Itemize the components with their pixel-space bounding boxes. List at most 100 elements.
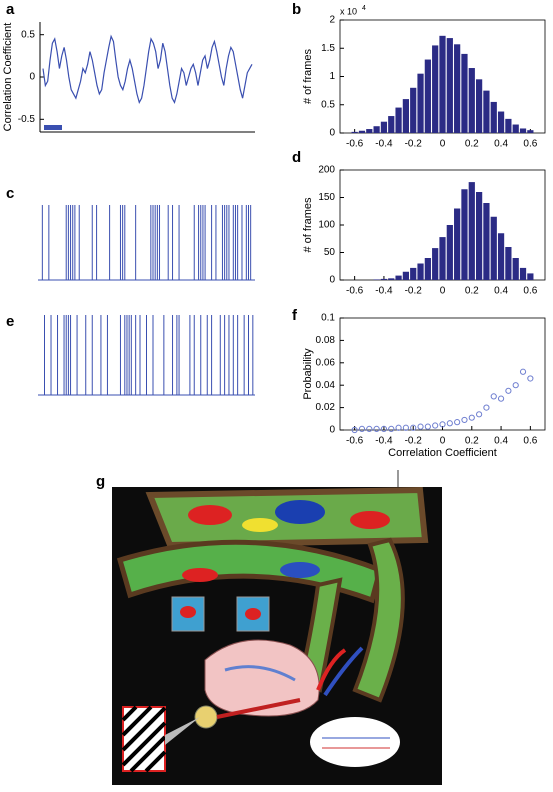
x-tick-label: 0.2 (465, 139, 479, 150)
bar (483, 90, 490, 133)
bar (424, 59, 431, 133)
panel-label: c (6, 185, 14, 202)
y-tick-label: 200 (318, 165, 335, 176)
x-axis-label: Correlation Coefficient (388, 447, 497, 459)
x-tick-label: 0 (440, 139, 446, 150)
plot-frame (339, 317, 546, 431)
marker (476, 411, 483, 418)
y-tick-label: 100 (318, 220, 335, 231)
y-tick-label: 0.06 (316, 357, 336, 368)
x-tick-label: 0.4 (494, 139, 508, 150)
x-tick-label: 0.6 (523, 286, 537, 297)
bar (446, 225, 453, 280)
marker (490, 393, 497, 400)
bar (373, 126, 380, 133)
marker (351, 426, 358, 434)
bar (527, 273, 534, 280)
y-tick-label: 0.1 (321, 313, 335, 324)
x-tick-label: 0.2 (465, 286, 479, 297)
bar (395, 107, 402, 133)
bar (380, 121, 388, 133)
y-tick-label: 0 (329, 128, 335, 139)
marker (454, 419, 461, 426)
x-tick-label: -0.6 (346, 436, 364, 447)
y-multiplier-exponent: 4 (362, 5, 366, 12)
x-tick-label: -0.6 (346, 139, 364, 150)
bar (432, 248, 439, 280)
bar (402, 99, 410, 133)
marker (512, 382, 519, 389)
marker (373, 425, 380, 432)
bar (388, 278, 395, 280)
marker (402, 424, 409, 431)
bar (490, 101, 497, 133)
bar (497, 111, 505, 133)
x-tick-label: 0 (440, 286, 446, 297)
y-tick-label: 0.08 (316, 335, 336, 346)
marker (424, 423, 431, 430)
x-tick-label: 0 (440, 436, 446, 447)
bar (424, 258, 431, 280)
x-tick-label: 0.2 (465, 436, 479, 447)
y-tick-label: -0.5 (18, 114, 36, 125)
x-tick-label: 0.4 (494, 436, 508, 447)
scale-bar (44, 125, 62, 130)
bar (475, 192, 483, 280)
x-tick-label: 0.6 (523, 139, 537, 150)
marker (417, 423, 424, 430)
bar (468, 182, 475, 280)
marker (358, 425, 366, 432)
y-tick-label: 0 (329, 275, 335, 286)
bar (380, 278, 388, 280)
y-multiplier: x 10 (340, 6, 357, 16)
panel-label: f (292, 307, 298, 324)
marker (505, 387, 512, 394)
bar (519, 267, 527, 280)
y-tick-label: 1.5 (321, 43, 335, 54)
bar (512, 258, 519, 280)
marker (446, 420, 453, 427)
bar (402, 271, 410, 280)
marker (388, 425, 395, 432)
marker (395, 424, 402, 431)
marker (468, 414, 475, 421)
bar (505, 247, 512, 280)
x-tick-label: -0.2 (405, 436, 423, 447)
bar (512, 124, 519, 133)
y-tick-label: 0.02 (316, 402, 336, 413)
marker (483, 404, 490, 411)
panel-label: e (6, 313, 14, 330)
bar (497, 233, 505, 280)
bar (439, 35, 446, 133)
marker (380, 425, 388, 432)
marker (410, 424, 417, 431)
y-tick-label: 50 (324, 247, 336, 258)
bar (358, 130, 366, 133)
bar (483, 203, 490, 280)
panel-label: b (292, 1, 301, 18)
x-tick-label: -0.6 (346, 286, 364, 297)
x-tick-label: -0.4 (375, 436, 393, 447)
y-axis-label: Correlation Coefficient (2, 23, 14, 132)
x-tick-label: 0.6 (523, 436, 537, 447)
bar (417, 263, 424, 280)
y-tick-label: 0.04 (316, 380, 336, 391)
marker (366, 425, 373, 432)
bar (446, 38, 453, 133)
x-tick-label: -0.2 (405, 139, 423, 150)
marker (497, 395, 505, 402)
x-tick-label: 0.4 (494, 286, 508, 297)
y-tick-label: 0 (329, 425, 335, 436)
y-tick-label: 150 (318, 192, 335, 203)
y-axis-label: # of frames (302, 197, 314, 253)
bar (351, 131, 358, 133)
bar (454, 208, 461, 280)
bar (366, 129, 373, 133)
data-line (42, 34, 253, 104)
y-tick-label: 0 (29, 72, 35, 83)
y-tick-label: 0.5 (21, 29, 35, 40)
marker (432, 422, 439, 429)
bar (468, 68, 475, 133)
bar (475, 79, 483, 133)
